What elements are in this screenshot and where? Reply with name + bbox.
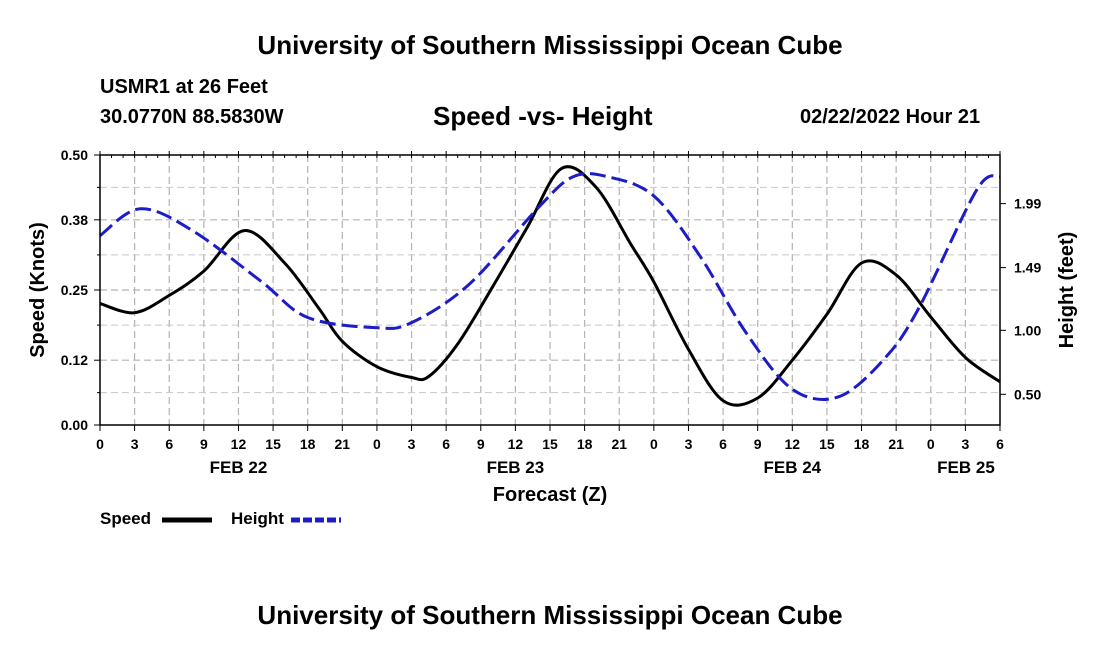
- legend-speed-swatch: [162, 517, 212, 523]
- x-tick-label: 6: [996, 436, 1004, 452]
- y-tick-label-right: 1.00: [1014, 322, 1041, 338]
- x-tick-label: 6: [165, 436, 173, 452]
- x-tick-label: 12: [785, 436, 801, 452]
- x-tick-label: 21: [335, 436, 351, 452]
- footer-title: University of Southern Mississippi Ocean…: [257, 600, 843, 630]
- page-title: University of Southern Mississippi Ocean…: [257, 30, 843, 60]
- y-axis-label-left: Speed (Knots): [27, 222, 49, 358]
- y-tick-label-left: 0.38: [61, 212, 88, 228]
- x-date-label: FEB 24: [763, 458, 821, 477]
- y-tick-label-right: 0.50: [1014, 386, 1041, 402]
- x-tick-label: 6: [719, 436, 727, 452]
- x-tick-label: 0: [373, 436, 381, 452]
- x-tick-label: 12: [508, 436, 524, 452]
- x-tick-label: 18: [854, 436, 870, 452]
- x-tick-label: 3: [685, 436, 693, 452]
- x-tick-label: 3: [131, 436, 139, 452]
- x-date-label: FEB 23: [487, 458, 545, 477]
- x-tick-label: 18: [300, 436, 316, 452]
- x-tick-label: 21: [611, 436, 627, 452]
- x-tick-label: 18: [577, 436, 593, 452]
- y-axis-label-right: Height (feet): [1056, 232, 1078, 349]
- series-line-speed: [99, 165, 1001, 407]
- y-tick-label-left: 0.50: [61, 147, 88, 163]
- x-tick-label: 3: [961, 436, 969, 452]
- y-tick-label-left: 0.25: [61, 282, 88, 298]
- x-tick-label: 15: [819, 436, 835, 452]
- forecast-datetime: 02/22/2022 Hour 21: [800, 106, 981, 128]
- x-tick-label: 21: [888, 436, 904, 452]
- y-tick-label-right: 1.49: [1014, 260, 1041, 276]
- x-tick-label: 0: [650, 436, 658, 452]
- x-axis-label: Forecast (Z): [493, 484, 607, 506]
- axis-ticks: 0 3 6 9 12 15 18 21 0 3 6 9 12 15 18 21 0 3 6 9 12 15 18 21 0 3 6 0…: [61, 147, 1042, 477]
- x-date-label: FEB 25: [937, 458, 995, 477]
- series-layer: [99, 165, 1001, 407]
- x-tick-label: 0: [96, 436, 104, 452]
- x-tick-label: 3: [408, 436, 416, 452]
- series-line-height: [99, 172, 1001, 401]
- x-date-label: FEB 22: [210, 458, 268, 477]
- chart-subtitle: Speed -vs- Height: [433, 101, 653, 131]
- x-tick-label: 0: [927, 436, 935, 452]
- y-tick-label-left: 0.12: [61, 352, 88, 368]
- y-tick-label-right: 1.99: [1014, 196, 1041, 212]
- legend-speed-label: Speed: [100, 509, 152, 528]
- legend-height-label: Height: [231, 509, 284, 528]
- x-tick-label: 12: [231, 436, 247, 452]
- x-tick-label: 15: [265, 436, 281, 452]
- x-tick-label: 6: [442, 436, 450, 452]
- grid: [100, 155, 1000, 425]
- station-coordinates: 30.0770N 88.5830W: [100, 106, 284, 128]
- x-tick-label: 9: [200, 436, 208, 452]
- x-tick-label: 9: [477, 436, 485, 452]
- legend-height-swatch: [291, 517, 341, 523]
- station-label: USMR1 at 26 Feet: [100, 76, 268, 98]
- x-tick-label: 15: [542, 436, 558, 452]
- x-tick-label: 9: [754, 436, 762, 452]
- y-tick-label-left: 0.00: [61, 417, 88, 433]
